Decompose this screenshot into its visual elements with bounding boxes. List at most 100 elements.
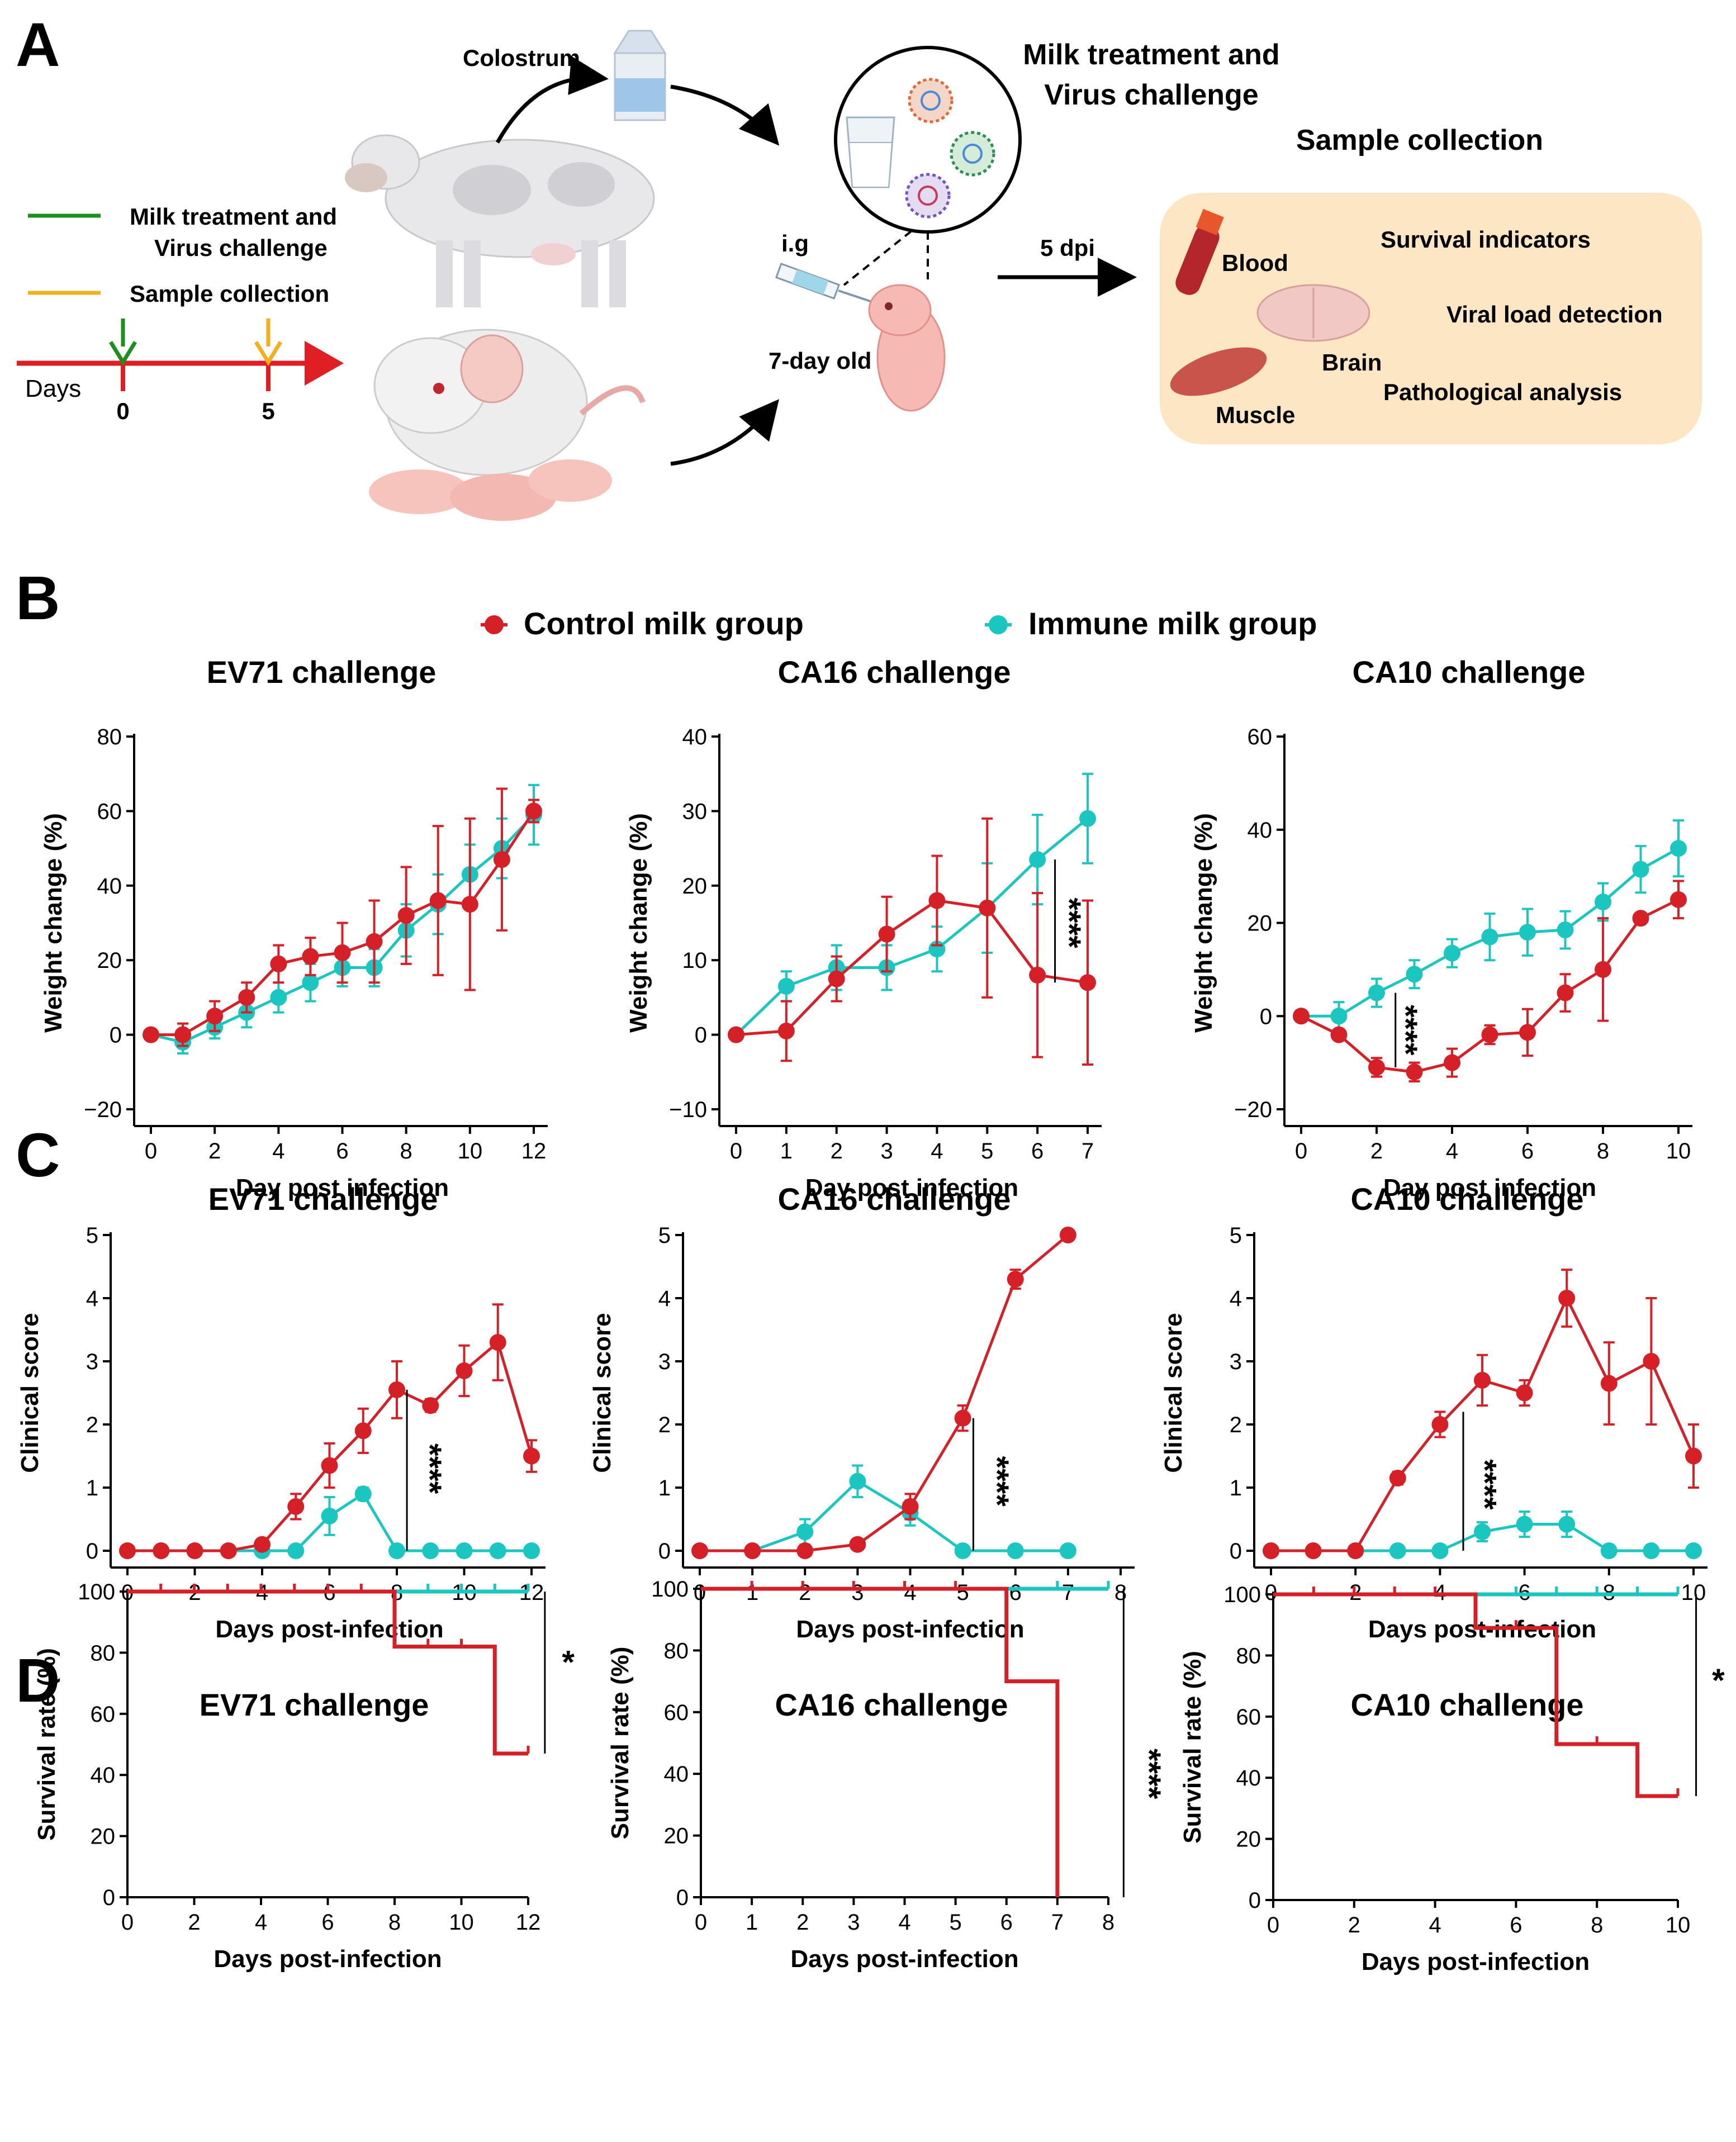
data-point	[1595, 893, 1611, 910]
survival-curve	[127, 1589, 528, 1756]
y-tick-label: 0	[676, 1885, 689, 1910]
data-point	[1330, 1026, 1348, 1043]
data-point	[828, 970, 845, 987]
colostrum-label: Colostrum	[463, 45, 580, 71]
sample-pathology: Pathological analysis	[1383, 379, 1622, 405]
x-tick-label: 6	[1000, 1910, 1013, 1935]
y-tick-label: 40	[91, 1763, 116, 1788]
y-tick-label: 2	[86, 1413, 98, 1437]
x-axis-label: Day post infection	[805, 1174, 1018, 1201]
chart-title: EV71 challenge	[207, 654, 437, 690]
y-tick-label: 80	[1236, 1644, 1261, 1668]
data-point	[1519, 1024, 1536, 1041]
data-point	[1685, 1542, 1702, 1559]
yellow-arrow-head	[254, 341, 282, 366]
x-tick-label: 2	[831, 1139, 843, 1163]
x-axis-label: Days post-infection	[790, 1945, 1018, 1973]
y-tick-label: 80	[97, 725, 122, 749]
y-tick-label: 5	[1230, 1223, 1242, 1248]
y-tick-label: 1	[1230, 1476, 1242, 1500]
y-tick-label: 100	[78, 1580, 115, 1604]
x-tick-label: 0	[145, 1139, 157, 1163]
virus-green-icon	[950, 131, 995, 177]
y-tick-label: −20	[1234, 1098, 1272, 1122]
y-tick-label: 4	[86, 1286, 98, 1311]
panel-a: A Milk treatment and Virus challenge Sam…	[16, 11, 1702, 521]
x-tick-label: 12	[521, 1139, 547, 1163]
x-tick-label: 4	[272, 1139, 284, 1163]
data-point	[902, 1498, 919, 1515]
x-tick-label: 4	[1446, 1139, 1458, 1163]
data-point	[493, 851, 510, 868]
x-tick-label: 8	[1114, 1580, 1127, 1605]
significance-stars: ****	[1051, 897, 1087, 948]
data-point	[1481, 928, 1498, 946]
y-tick-label: 10	[682, 948, 708, 973]
milk-carton-icon	[613, 30, 667, 121]
data-point	[954, 1542, 971, 1559]
y-tick-label: 2	[658, 1413, 671, 1437]
legend-immune-marker	[989, 615, 1008, 634]
data-point	[523, 1447, 540, 1465]
y-tick-label: 0	[110, 1023, 122, 1048]
y-tick-label: 0	[695, 1023, 707, 1048]
x-tick-label: 8	[400, 1139, 412, 1163]
data-point	[321, 1457, 338, 1474]
chart-title: CA16 challenge	[775, 1687, 1008, 1722]
y-tick-label: 0	[658, 1539, 671, 1564]
data-point	[334, 944, 351, 961]
data-point	[1670, 891, 1687, 908]
data-point	[1293, 1008, 1310, 1025]
series-line	[736, 899, 1088, 1037]
significance-stars: ****	[1467, 1459, 1503, 1510]
y-tick-label: 3	[86, 1350, 98, 1374]
panel-d-label: D	[16, 1646, 60, 1715]
data-point	[354, 1422, 372, 1440]
data-point	[1389, 1470, 1406, 1487]
y-tick-label: 100	[651, 1577, 689, 1602]
ig-label: i.g	[781, 230, 809, 257]
data-point	[1670, 840, 1687, 857]
data-point	[153, 1542, 170, 1559]
y-tick-label: 20	[1248, 911, 1273, 936]
data-point	[1305, 1542, 1322, 1559]
data-point	[777, 977, 795, 995]
data-point	[1557, 922, 1574, 939]
timeline-day0-label: 0	[116, 398, 129, 424]
x-tick-label: 10	[1666, 1913, 1691, 1937]
milk-title-2: Virus challenge	[1044, 79, 1258, 111]
chart-title: EV71 challenge	[208, 1181, 438, 1217]
data-point	[1059, 1227, 1076, 1243]
legend-green-text-2: Virus challenge	[154, 235, 328, 261]
chart-survival-ca16: CA16 challenge 0 20 40 60 80 100 0 1 2 3 4 5 6 7 8 Days …	[606, 1577, 1167, 1973]
x-tick-label: 0	[1295, 1139, 1307, 1163]
x-tick-label: 4	[931, 1139, 943, 1163]
y-tick-label: 4	[1230, 1286, 1242, 1311]
virus-purple-icon	[905, 173, 951, 219]
data-point	[1519, 924, 1536, 941]
x-tick-label: 4	[904, 1580, 916, 1605]
data-point	[1263, 1542, 1279, 1559]
y-tick-label: 20	[91, 1825, 116, 1849]
green-arrow-head	[109, 341, 137, 366]
cow-to-carton-arrow	[495, 56, 609, 144]
x-tick-label: 8	[388, 1910, 401, 1935]
data-point	[186, 1542, 203, 1559]
x-tick-label: 3	[847, 1910, 860, 1935]
significance-stars: *	[562, 1645, 575, 1681]
x-tick-label: 4	[255, 1910, 267, 1935]
data-point	[849, 1536, 866, 1553]
sample-muscle: Muscle	[1216, 402, 1295, 428]
x-tick-label: 8	[1597, 1139, 1609, 1163]
data-point	[143, 1026, 159, 1043]
data-point	[302, 974, 319, 991]
y-tick-label: 40	[664, 1762, 689, 1787]
chart-title: EV71 challenge	[200, 1687, 429, 1722]
data-point	[728, 1026, 744, 1043]
x-tick-label: 6	[1521, 1139, 1534, 1163]
series-line	[700, 1234, 1069, 1552]
data-point	[1444, 944, 1460, 962]
x-tick-label: 6	[1031, 1139, 1044, 1163]
data-point	[1643, 1542, 1660, 1559]
data-point	[525, 802, 542, 820]
